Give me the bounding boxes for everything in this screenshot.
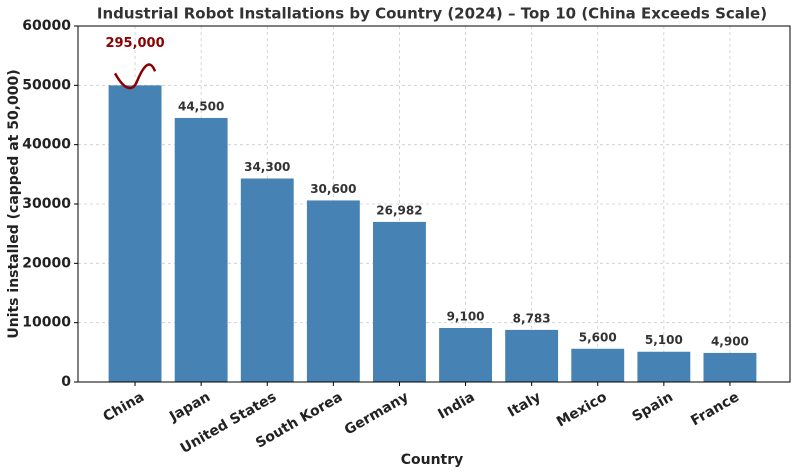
y-tick-label: 20000 <box>22 255 71 271</box>
x-tick-label: Mexico <box>554 389 610 431</box>
scale-break <box>113 63 157 90</box>
value-label: 295,000 <box>105 36 164 51</box>
chart-title: Industrial Robot Installations by Countr… <box>97 5 767 23</box>
bar <box>108 85 162 382</box>
bar <box>240 178 294 382</box>
plot-frame <box>77 25 791 383</box>
y-tick-label: 10000 <box>22 315 71 331</box>
value-label: 5,100 <box>645 333 683 347</box>
x-tick-label: India <box>435 389 477 423</box>
y-tick-label: 60000 <box>22 18 71 34</box>
x-tick-label: Italy <box>505 389 544 420</box>
value-label: 4,900 <box>711 334 749 348</box>
bar <box>505 329 559 382</box>
bars <box>108 85 757 382</box>
y-tick-label: 40000 <box>22 137 71 153</box>
bar <box>174 117 228 382</box>
y-tick-label: 0 <box>61 374 71 390</box>
x-tick-label: Germany <box>342 389 412 438</box>
x-tick-label: China <box>101 389 148 425</box>
x-axis-label: Country <box>401 452 464 468</box>
value-label: 34,300 <box>244 160 290 174</box>
value-label: 5,600 <box>579 330 617 344</box>
y-axis-label: Units installed (capped at 50,000) <box>6 69 22 338</box>
bar <box>439 328 492 382</box>
bar <box>306 200 360 382</box>
bar <box>571 348 625 382</box>
value-label: 44,500 <box>178 99 224 113</box>
x-tick-label: Spain <box>629 389 675 425</box>
bar <box>373 221 426 382</box>
y-tick-label: 30000 <box>22 196 71 212</box>
x-tick-label: France <box>688 389 742 429</box>
x-tick-label: Japan <box>166 389 213 425</box>
value-label: 26,982 <box>376 203 422 217</box>
value-label: 9,100 <box>447 310 485 324</box>
bar <box>637 351 691 382</box>
bar <box>703 352 757 382</box>
value-label: 30,600 <box>310 182 356 196</box>
value-label: 8,783 <box>513 311 551 325</box>
y-tick-label: 50000 <box>22 77 71 93</box>
